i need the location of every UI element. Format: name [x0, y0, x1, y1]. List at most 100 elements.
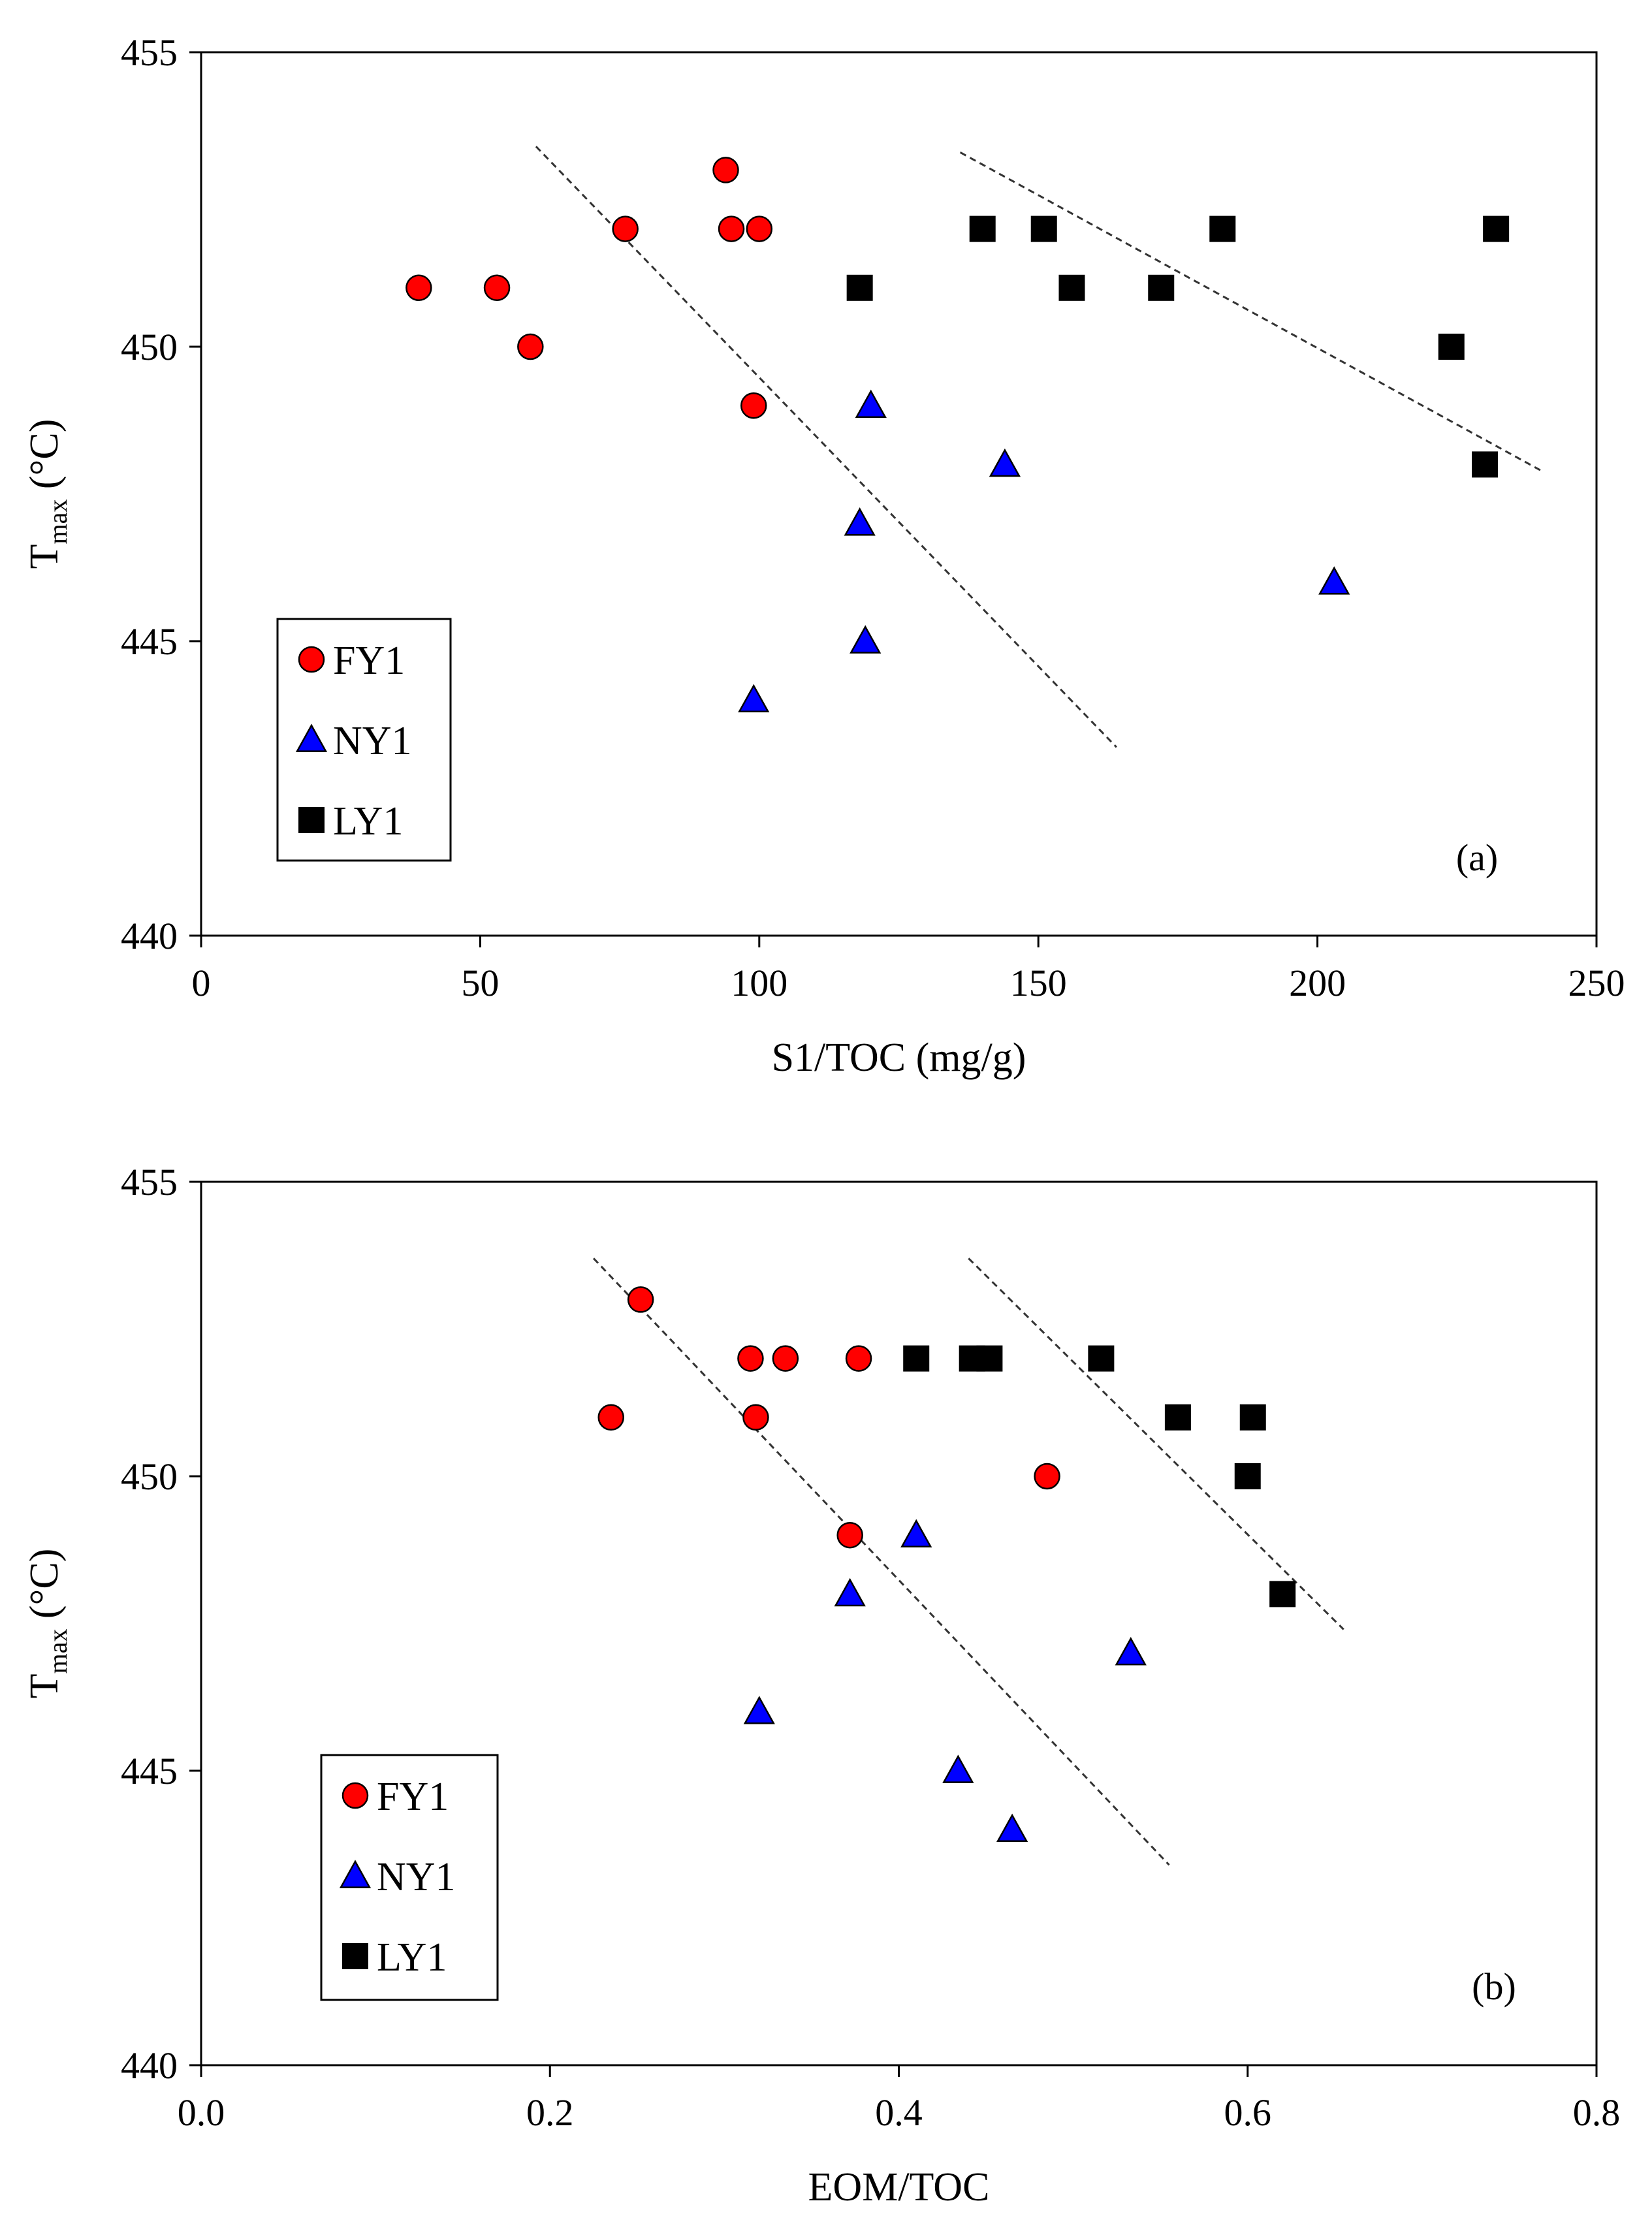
data-point-ny1 — [738, 684, 770, 713]
data-point-fy1 — [405, 274, 432, 302]
data-point-ny1 — [743, 1696, 775, 1724]
data-point-ly1 — [976, 1345, 1003, 1372]
chart-panel-a: 0 50 100 150 200 250 440 445 450 455 S1/TOC (mg/… — [22, 31, 1625, 1080]
trendline — [592, 1258, 1170, 1866]
x-ticks-b: 0.0 0.2 0.4 0.6 0.8 — [178, 2065, 1621, 2134]
data-point-ly1 — [1088, 1345, 1115, 1372]
y-tick-label: 445 — [121, 620, 178, 663]
panel-label-b: (b) — [1472, 1965, 1516, 2008]
data-point-ly1 — [1209, 215, 1236, 242]
markers-b — [597, 1286, 1296, 1843]
data-point-ly1 — [903, 1345, 930, 1372]
data-point-ny1 — [900, 1519, 932, 1548]
y-axis-title-b: Tmax (°C) — [22, 1549, 72, 1699]
y-axis-title-sub-a: max — [43, 499, 72, 545]
y-ticks-a: 440 445 450 455 — [121, 31, 201, 957]
x-tick-label: 0.4 — [875, 2091, 923, 2134]
trendlines-b — [592, 1258, 1344, 1866]
data-point-fy1 — [718, 215, 745, 242]
data-point-ny1 — [942, 1754, 974, 1783]
y-tick-label: 450 — [121, 1455, 178, 1498]
trendline — [535, 146, 1117, 748]
data-point-fy1 — [627, 1286, 654, 1313]
y-tick-label: 440 — [121, 2044, 178, 2087]
trendlines-a — [535, 146, 1542, 748]
x-tick-label: 250 — [1568, 962, 1625, 1004]
trendline — [959, 151, 1542, 471]
legend-a: FY1 NY1 LY1 — [276, 618, 452, 862]
legend-marker-fy1 — [342, 1782, 369, 1809]
legend-marker-fy1 — [298, 646, 325, 673]
data-point-fy1 — [740, 392, 767, 419]
y-ticks-b: 440 445 450 455 — [121, 1161, 201, 2087]
legend-b: FY1 NY1 LY1 — [320, 1754, 499, 2001]
data-point-ly1 — [1438, 334, 1465, 360]
data-point-fy1 — [772, 1345, 799, 1372]
y-tick-label: 445 — [121, 1750, 178, 1792]
trendline — [968, 1258, 1344, 1630]
data-point-ly1 — [1472, 451, 1499, 478]
data-point-ny1 — [989, 448, 1021, 477]
y-tick-label: 455 — [121, 31, 178, 74]
x-tick-label: 150 — [1010, 962, 1067, 1004]
y-axis-title-main-a: T — [22, 544, 67, 569]
y-tick-label: 450 — [121, 326, 178, 368]
plot-frame-a — [200, 51, 1598, 937]
data-point-fy1 — [1034, 1463, 1060, 1490]
legend-marker-ny1 — [295, 723, 328, 752]
x-tick-label: 50 — [461, 962, 499, 1004]
data-point-ny1 — [850, 625, 882, 654]
x-tick-label: 0.6 — [1224, 2091, 1272, 2134]
data-point-ly1 — [1164, 1404, 1191, 1431]
y-axis-title-main-b: T — [22, 1673, 67, 1698]
legend-marker-ly1 — [298, 807, 325, 833]
data-point-ly1 — [1483, 215, 1510, 242]
legend-label-ny1: NY1 — [333, 719, 412, 763]
markers-a — [405, 157, 1510, 713]
data-point-ly1 — [1030, 215, 1057, 242]
x-tick-label: 0.8 — [1573, 2091, 1621, 2134]
chart-panel-b: 0.0 0.2 0.4 0.6 0.8 440 445 450 455 EOM/TOC Tma… — [22, 1161, 1620, 2209]
y-axis-title-unit-a: (°C) — [22, 419, 67, 499]
data-point-ly1 — [846, 274, 873, 301]
legend-label-fy1: FY1 — [333, 639, 405, 683]
data-point-fy1 — [483, 274, 511, 302]
data-point-ny1 — [996, 1813, 1028, 1843]
x-tick-label: 0.2 — [526, 2091, 574, 2134]
data-point-ly1 — [1148, 274, 1175, 301]
data-point-fy1 — [742, 1404, 769, 1431]
y-axis-title-sub-b: max — [43, 1629, 72, 1674]
data-point-ly1 — [1234, 1463, 1261, 1489]
data-point-ly1 — [1269, 1581, 1296, 1607]
data-point-fy1 — [612, 215, 639, 242]
y-axis-title-a: Tmax (°C) — [22, 419, 72, 569]
x-tick-label: 0 — [192, 962, 211, 1004]
legend-label-fy1: FY1 — [377, 1775, 449, 1819]
data-point-ny1 — [1318, 566, 1350, 595]
x-axis-title-a: S1/TOC (mg/g) — [772, 1036, 1026, 1080]
panel-label-a: (a) — [1456, 836, 1498, 879]
data-point-fy1 — [517, 333, 544, 360]
x-axis-title-b: EOM/TOC — [808, 2165, 990, 2209]
data-point-fy1 — [712, 157, 739, 183]
data-point-fy1 — [836, 1521, 863, 1549]
legend-marker-ly1 — [342, 1943, 368, 1969]
data-point-ny1 — [844, 507, 876, 536]
y-tick-label: 455 — [121, 1161, 178, 1203]
legend-label-ly1: LY1 — [377, 1935, 447, 1980]
x-ticks-a: 0 50 100 150 200 250 — [192, 936, 1625, 1004]
y-axis-title-unit-b: (°C) — [22, 1549, 67, 1629]
data-point-ly1 — [1058, 274, 1085, 301]
x-tick-label: 200 — [1289, 962, 1346, 1004]
data-point-ly1 — [1239, 1404, 1266, 1431]
legend-marker-ny1 — [339, 1860, 372, 1888]
x-tick-label: 0.0 — [178, 2091, 225, 2134]
data-point-ly1 — [969, 215, 996, 242]
data-point-ny1 — [834, 1577, 866, 1607]
data-point-ny1 — [1115, 1637, 1147, 1666]
legend-label-ly1: LY1 — [333, 799, 403, 844]
data-point-fy1 — [597, 1404, 624, 1431]
data-point-fy1 — [845, 1345, 872, 1372]
legend-label-ny1: NY1 — [377, 1855, 456, 1899]
